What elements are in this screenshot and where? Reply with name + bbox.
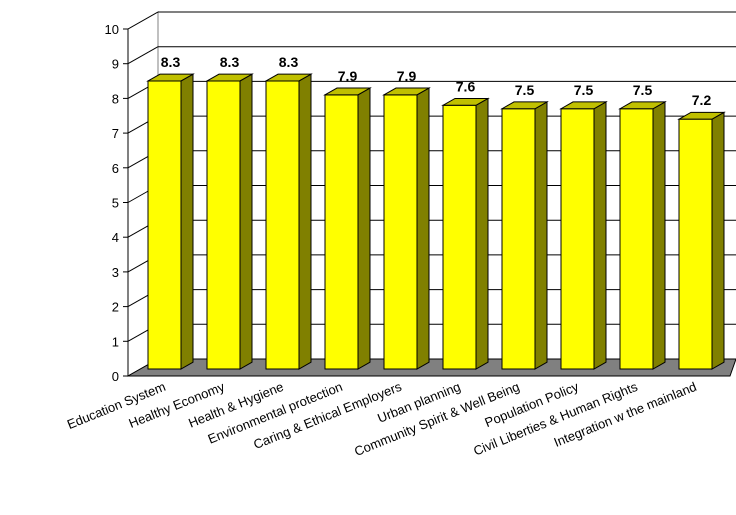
y-tick-label: 7 xyxy=(112,126,119,141)
y-axis: 0 1 2 3 4 5 6 7 8 9 10 xyxy=(105,22,129,384)
y-tick-label: 3 xyxy=(112,265,119,280)
data-labels: 8.3 8.3 8.3 7.9 7.9 7.6 7.5 7.5 7.5 7.2 xyxy=(161,54,712,108)
bar xyxy=(146,73,195,370)
bar-front xyxy=(442,104,477,370)
bar-front xyxy=(265,80,300,370)
data-label: 7.2 xyxy=(692,92,712,108)
bar-side xyxy=(711,111,725,370)
bar xyxy=(382,87,431,370)
data-label: 7.5 xyxy=(574,82,594,98)
bar-front xyxy=(383,94,418,370)
bar-top xyxy=(677,111,726,120)
bar-side xyxy=(180,73,194,370)
y-tick-label: 9 xyxy=(112,57,119,72)
bar xyxy=(264,73,313,370)
bar-side xyxy=(593,101,607,370)
bar-top xyxy=(264,73,313,82)
y-tick-label: 6 xyxy=(112,161,119,176)
bar-side xyxy=(652,101,666,370)
bar-top xyxy=(382,87,431,96)
bar-top xyxy=(323,87,372,96)
bar-front xyxy=(206,80,241,370)
bar xyxy=(205,73,254,370)
bar-top xyxy=(618,101,667,110)
bar-top xyxy=(205,73,254,82)
gridline-diagonal xyxy=(127,46,159,65)
bar-top xyxy=(146,73,195,82)
bars xyxy=(146,73,726,370)
bar-top xyxy=(441,97,490,106)
bar xyxy=(618,101,667,370)
bar-front xyxy=(678,118,713,370)
bar-side xyxy=(239,73,253,370)
y-tick-label: 0 xyxy=(112,369,119,384)
bar-top xyxy=(500,101,549,110)
y-tick-label: 5 xyxy=(112,196,119,211)
bar-front xyxy=(147,80,182,370)
bar xyxy=(323,87,372,370)
y-tick-label: 8 xyxy=(112,91,119,106)
data-label: 8.3 xyxy=(161,54,181,70)
data-label: 7.9 xyxy=(397,68,417,84)
data-label: 8.3 xyxy=(279,54,299,70)
bar-top xyxy=(559,101,608,110)
data-label: 8.3 xyxy=(220,54,240,70)
y-tick-label: 10 xyxy=(105,22,119,37)
y-tick-label: 4 xyxy=(112,230,119,245)
y-tick-label: 2 xyxy=(112,300,119,315)
bar xyxy=(677,111,726,370)
y-tick-label: 1 xyxy=(112,334,119,349)
bar-front xyxy=(501,108,536,370)
data-label: 7.5 xyxy=(515,82,535,98)
bar-side xyxy=(298,73,312,370)
bar-front xyxy=(324,94,359,370)
data-label: 7.5 xyxy=(633,82,653,98)
bar xyxy=(441,97,490,370)
x-tick-label: Education System xyxy=(65,379,168,432)
data-label: 7.6 xyxy=(456,78,476,94)
bar-side xyxy=(534,101,548,370)
bar-side xyxy=(416,87,430,370)
gridline-diagonal xyxy=(127,11,159,30)
bar-side xyxy=(357,87,371,370)
data-label: 7.9 xyxy=(338,68,358,84)
bar-front xyxy=(560,108,595,370)
bar xyxy=(559,101,608,370)
bar-front xyxy=(619,108,654,370)
bar xyxy=(500,101,549,370)
bar-side xyxy=(475,97,489,370)
